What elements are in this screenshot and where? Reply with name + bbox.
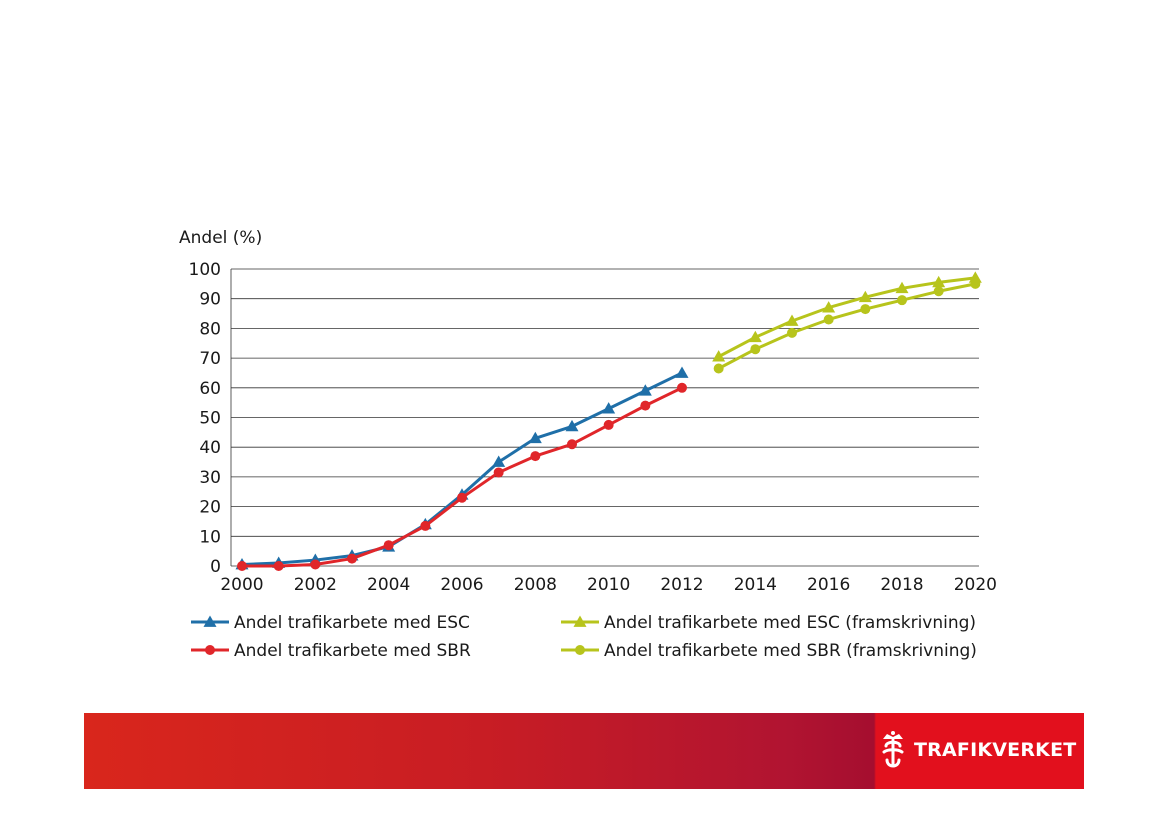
data-point xyxy=(528,431,542,444)
legend-marker xyxy=(203,615,217,627)
legend-label: Andel trafikarbete med SBR (framskrivnin… xyxy=(604,641,977,661)
data-point xyxy=(785,314,799,326)
x-tick-label: 2006 xyxy=(440,575,483,595)
data-point xyxy=(860,304,871,315)
x-tick-label: 2000 xyxy=(220,575,263,595)
y-ticks: 0 10 20 30 40 50 60 70 80 90 100 xyxy=(189,260,221,577)
data-point xyxy=(492,455,506,467)
data-point xyxy=(713,363,724,374)
series-line xyxy=(717,282,976,370)
data-point xyxy=(640,400,651,411)
series-4 xyxy=(713,278,981,374)
grid xyxy=(230,268,979,567)
data-point xyxy=(895,281,909,294)
data-point xyxy=(457,492,467,503)
series-1 xyxy=(235,366,689,570)
data-point xyxy=(750,344,761,355)
data-point xyxy=(603,419,614,430)
y-tick-label: 20 xyxy=(199,498,221,518)
data-point xyxy=(530,451,541,462)
data-point xyxy=(493,467,504,478)
data-point xyxy=(823,314,834,325)
data-point xyxy=(383,540,394,551)
legend-label: Andel trafikarbete med SBR xyxy=(234,641,471,661)
data-point xyxy=(897,295,907,306)
data-point xyxy=(420,520,431,531)
series-3 xyxy=(712,271,982,362)
data-point xyxy=(565,419,579,432)
x-tick-label: 2008 xyxy=(514,575,557,595)
series-line xyxy=(717,276,976,358)
x-tick-label: 2016 xyxy=(807,575,850,595)
series-2 xyxy=(237,382,687,571)
x-tick-label: 2004 xyxy=(367,575,410,595)
legend: Andel trafikarbete med ESC Andel trafikar… xyxy=(191,613,977,661)
y-axis-label: Andel (%) xyxy=(179,228,262,248)
data-point xyxy=(968,271,982,283)
x-tick-label: 2014 xyxy=(734,575,777,595)
data-point xyxy=(675,366,689,378)
data-point xyxy=(787,327,797,338)
y-tick-label: 30 xyxy=(199,468,221,488)
y-tick-label: 90 xyxy=(199,290,221,310)
data-point xyxy=(932,275,946,288)
data-point xyxy=(273,561,284,571)
data-point xyxy=(310,559,321,570)
data-point xyxy=(822,301,836,313)
data-point xyxy=(712,350,726,362)
data-point xyxy=(602,402,616,414)
legend-marker xyxy=(575,645,585,655)
legend-item-3: Andel trafikarbete med ESC (framskrivnin… xyxy=(561,613,976,633)
x-tick-label: 2020 xyxy=(954,575,997,595)
x-ticks: 2000 2002 2004 2006 2008 2010 2012 2014 2016 2018… xyxy=(220,575,997,595)
x-tick-label: 2002 xyxy=(294,575,337,595)
data-point xyxy=(638,384,652,396)
data-point xyxy=(237,561,247,571)
data-point xyxy=(347,553,357,564)
y-tick-label: 0 xyxy=(210,557,221,577)
data-point xyxy=(748,330,762,343)
data-point xyxy=(677,382,687,393)
legend-label: Andel trafikarbete med ESC xyxy=(234,613,470,633)
legend-label: Andel trafikarbete med ESC (framskrivnin… xyxy=(604,613,976,633)
y-tick-label: 40 xyxy=(199,438,221,458)
y-tick-label: 100 xyxy=(189,260,221,280)
series-line xyxy=(241,371,683,567)
x-tick-label: 2018 xyxy=(880,575,923,595)
x-tick-label: 2010 xyxy=(587,575,630,595)
legend-item-1: Andel trafikarbete med ESC xyxy=(191,613,470,633)
y-tick-label: 60 xyxy=(199,379,221,399)
series-group xyxy=(235,271,982,571)
y-tick-label: 10 xyxy=(199,527,221,547)
y-tick-label: 80 xyxy=(199,319,221,339)
y-tick-label: 70 xyxy=(199,349,221,369)
data-point xyxy=(858,290,872,303)
crown-emblem-icon xyxy=(882,731,904,768)
legend-item-4: Andel trafikarbete med SBR (framskrivnin… xyxy=(561,641,977,661)
data-point xyxy=(933,286,944,297)
footer-bar xyxy=(84,713,1084,789)
data-point xyxy=(970,278,981,289)
data-point xyxy=(567,439,577,450)
trafikverket-logo: TRAFIKVERKET xyxy=(878,728,1076,772)
brand-name: TRAFIKVERKET xyxy=(914,739,1077,761)
legend-item-2: Andel trafikarbete med SBR xyxy=(191,641,471,661)
x-tick-label: 2012 xyxy=(660,575,703,595)
legend-marker xyxy=(573,615,587,627)
legend-marker xyxy=(205,645,215,655)
y-tick-label: 50 xyxy=(199,409,221,429)
